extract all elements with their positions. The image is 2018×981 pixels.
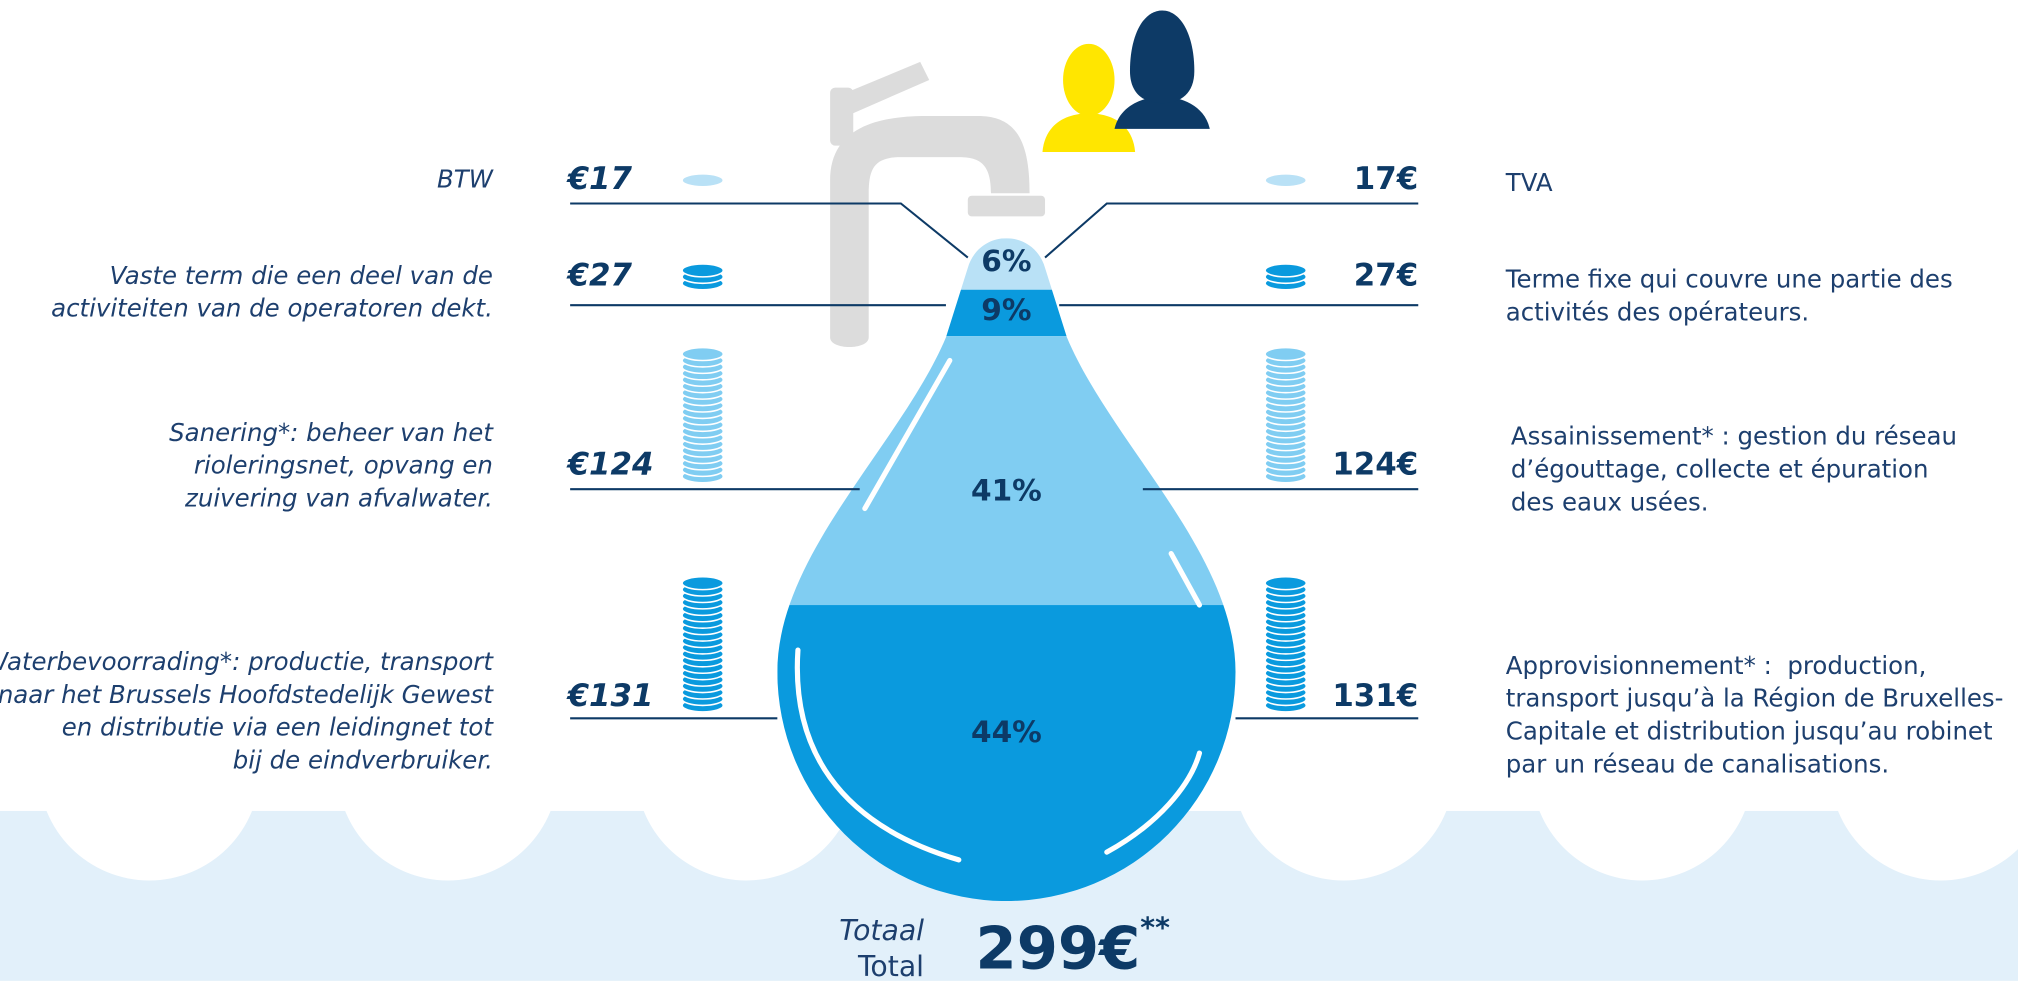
label-fr: activités des opérateurs. — [1506, 298, 1809, 327]
share: 41% — [971, 473, 1042, 507]
amount-fr: 17€ — [1354, 161, 1418, 197]
amount-nl: €124 — [566, 447, 654, 483]
total-label-fr: Total — [857, 950, 924, 981]
label-fr: Approvisionnement* : production, — [1506, 651, 1927, 680]
amount-fr: 131€ — [1332, 678, 1418, 714]
people-icon — [1042, 10, 1209, 152]
label-nl: Waterbevoorrading*: productie, transport — [0, 647, 494, 676]
amount-fr: 27€ — [1354, 257, 1418, 293]
coin — [682, 577, 723, 590]
label-fr: Terme fixe qui couvre une partie des — [1505, 265, 1953, 294]
label-nl: Sanering*: beheer van het — [169, 418, 494, 447]
amount-nl: €17 — [566, 161, 633, 197]
coin-stack — [1265, 577, 1306, 712]
label-fr: des eaux usées. — [1511, 487, 1709, 516]
coin — [682, 348, 723, 361]
coin — [1265, 577, 1306, 590]
label-fr: d’égouttage, collecte et épuration — [1511, 455, 1929, 484]
leader-line — [1045, 204, 1418, 258]
coin-stack — [1265, 174, 1306, 187]
label-fr: Assainissement* : gestion du réseau — [1511, 422, 1957, 451]
coin — [1265, 174, 1306, 187]
label-nl: Vaste term die een deel van de — [110, 261, 493, 290]
label-nl: bij de eindverbruiker. — [233, 745, 493, 774]
share: 9% — [981, 293, 1031, 327]
coin-stack — [682, 174, 723, 187]
coin-stack — [682, 348, 723, 483]
share: 6% — [981, 244, 1031, 278]
amount-nl: €131 — [566, 678, 654, 714]
coin — [682, 264, 723, 277]
label-fr: Capitale et distribution jusqu’au robine… — [1506, 716, 1993, 745]
infographic: €17 17€ 6% BTW TVA €27 27€ 9% Vaste term die een… — [0, 0, 2018, 981]
label-fr: transport jusqu’à la Région de Bruxelles… — [1506, 684, 2004, 713]
share: 44% — [971, 715, 1042, 749]
total-label-nl: Totaal — [839, 914, 924, 947]
coin-stack — [1265, 348, 1306, 483]
label-nl: activiteiten van de operatoren dekt. — [51, 294, 493, 323]
coin-stack — [1265, 264, 1306, 290]
label-fr: par un réseau de canalisations. — [1506, 749, 1889, 778]
coin — [1265, 264, 1306, 277]
leader-line — [570, 204, 968, 258]
coin-stack — [682, 264, 723, 290]
label-nl: BTW — [437, 164, 494, 193]
label-nl: en distributie via een leidingnet tot — [62, 713, 495, 742]
coin — [682, 174, 723, 187]
amount-fr: 124€ — [1332, 447, 1418, 483]
amount-nl: €27 — [566, 257, 633, 293]
coin — [1265, 348, 1306, 361]
label-fr: TVA — [1505, 168, 1553, 197]
label-nl: naar het Brussels Hoofdstedelijk Gewest — [0, 680, 494, 709]
coin-stack — [682, 577, 723, 712]
label-nl: rioleringsnet, opvang en — [194, 451, 493, 480]
label-nl: zuivering van afvalwater. — [184, 484, 493, 513]
